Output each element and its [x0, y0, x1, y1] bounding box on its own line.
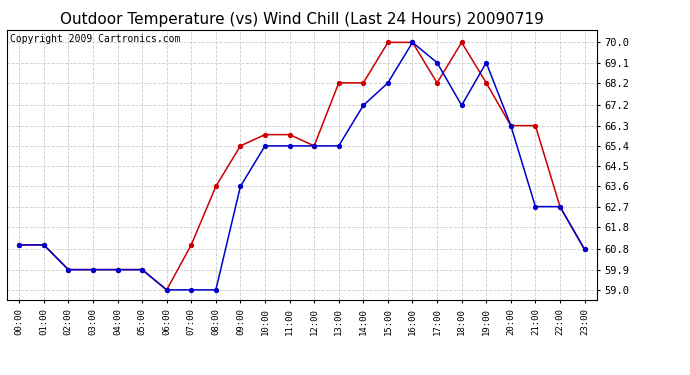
Title: Outdoor Temperature (vs) Wind Chill (Last 24 Hours) 20090719: Outdoor Temperature (vs) Wind Chill (Las… — [60, 12, 544, 27]
Text: Copyright 2009 Cartronics.com: Copyright 2009 Cartronics.com — [10, 34, 180, 44]
